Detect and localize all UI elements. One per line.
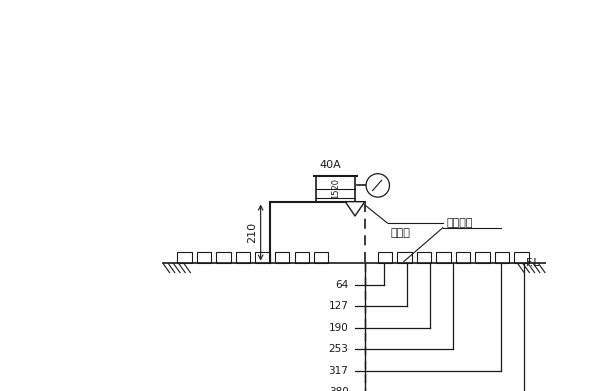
Bar (294, 252, 309, 264)
Bar (314, 252, 328, 264)
Bar (256, 252, 270, 264)
Text: 1520: 1520 (331, 178, 340, 199)
Bar (398, 252, 412, 264)
Text: 380: 380 (329, 387, 349, 391)
Text: 40A: 40A (319, 160, 341, 170)
Text: 253: 253 (329, 344, 349, 354)
Text: 127: 127 (329, 301, 349, 312)
Text: F.L: F.L (526, 258, 541, 269)
Circle shape (366, 174, 389, 197)
Polygon shape (345, 202, 365, 216)
Bar (378, 252, 392, 264)
Bar (456, 252, 470, 264)
Bar (177, 252, 191, 264)
Bar (475, 252, 489, 264)
Bar (495, 252, 509, 264)
Text: 採水ます: 採水ます (446, 218, 472, 228)
Bar (514, 252, 529, 264)
Bar (436, 252, 451, 264)
Text: ヘッド: ヘッド (391, 228, 411, 238)
Bar (417, 252, 431, 264)
Bar (197, 252, 211, 264)
Bar (275, 252, 289, 264)
Bar (216, 252, 231, 264)
Text: 317: 317 (329, 366, 349, 376)
Text: 64: 64 (335, 280, 349, 290)
Text: 210: 210 (247, 222, 257, 243)
Bar (236, 252, 250, 264)
Text: 190: 190 (329, 323, 349, 333)
